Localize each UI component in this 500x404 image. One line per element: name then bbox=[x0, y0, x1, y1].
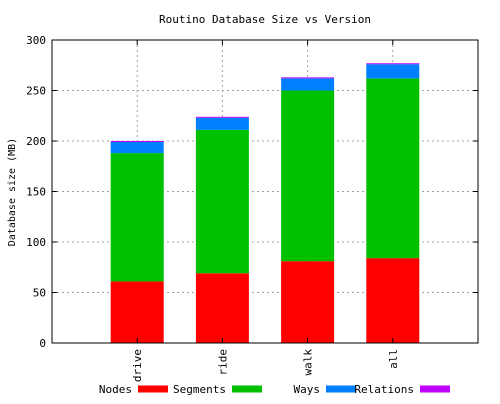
x-tick-label: all bbox=[387, 349, 400, 369]
y-axis-ticks: 0 50 100 150 200 250 300 bbox=[26, 34, 478, 350]
bar-segment bbox=[281, 261, 335, 343]
bar-segment bbox=[195, 116, 249, 118]
y-tick-label: 50 bbox=[33, 287, 46, 300]
y-tick-label: 200 bbox=[26, 135, 46, 148]
x-tick-label: drive bbox=[131, 349, 144, 382]
bar-segment bbox=[110, 142, 164, 154]
legend-label: Segments bbox=[173, 383, 226, 396]
bar-segment bbox=[366, 63, 420, 65]
legend-label: Ways bbox=[294, 383, 321, 396]
bar-segment bbox=[281, 77, 335, 79]
bar-segment bbox=[366, 258, 420, 343]
x-axis-ticks: drive ride walk all bbox=[131, 40, 400, 382]
bar-segment bbox=[110, 281, 164, 343]
bar-segment bbox=[366, 64, 420, 79]
bar-segment bbox=[110, 141, 164, 143]
legend-swatch bbox=[326, 385, 356, 393]
bar-segment bbox=[281, 78, 335, 91]
legend-swatch bbox=[138, 385, 168, 393]
bar-segment bbox=[195, 117, 249, 130]
x-tick-label: walk bbox=[302, 349, 315, 376]
chart-title: Routino Database Size vs Version bbox=[159, 13, 371, 26]
y-axis-label: Database size (MB) bbox=[7, 138, 18, 246]
bar-segment bbox=[195, 129, 249, 274]
legend-swatch bbox=[232, 385, 262, 393]
y-tick-label: 0 bbox=[39, 337, 46, 350]
legend: Nodes Segments Ways Relations bbox=[99, 383, 450, 396]
legend-label: Relations bbox=[354, 383, 414, 396]
bar-segment bbox=[281, 90, 335, 262]
bar-segment bbox=[366, 78, 420, 259]
bar-segment bbox=[195, 273, 249, 343]
x-tick-label: ride bbox=[216, 349, 229, 376]
y-tick-label: 100 bbox=[26, 236, 46, 249]
bars bbox=[110, 63, 420, 343]
y-tick-label: 300 bbox=[26, 34, 46, 47]
bar-segment bbox=[110, 153, 164, 282]
legend-swatch bbox=[420, 385, 450, 393]
y-tick-label: 250 bbox=[26, 85, 46, 98]
legend-label: Nodes bbox=[99, 383, 132, 396]
y-tick-label: 150 bbox=[26, 186, 46, 199]
